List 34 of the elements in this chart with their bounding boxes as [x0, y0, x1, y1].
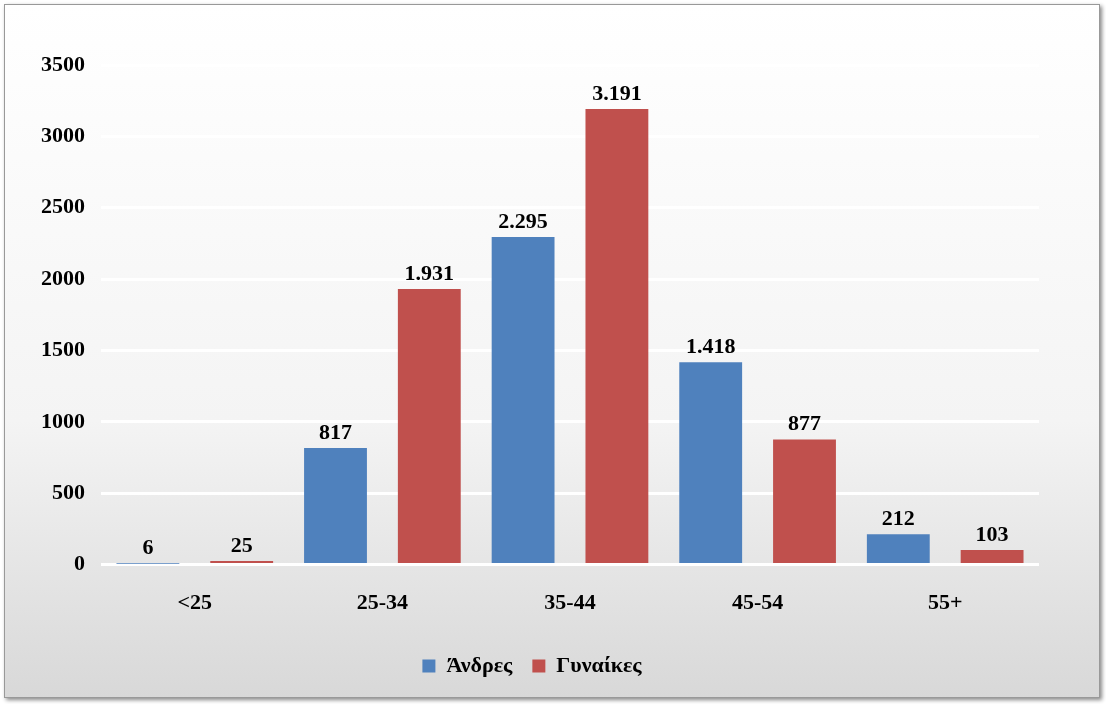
bar: [773, 439, 836, 564]
bar: [585, 109, 649, 564]
y-tick-label: 3500: [41, 50, 85, 76]
bar: [397, 288, 461, 564]
x-tick-label: <25: [177, 589, 213, 615]
legend-label: Γυναίκες: [556, 651, 643, 677]
data-label: 1.418: [685, 332, 736, 358]
data-label: 1.931: [404, 259, 455, 285]
bar: [210, 561, 274, 564]
y-tick-label: 500: [52, 478, 85, 504]
y-tick-label: 3000: [41, 122, 85, 148]
data-label: 2.295: [498, 207, 548, 233]
y-tick-label: 1000: [41, 407, 85, 433]
data-label: 817: [319, 418, 352, 444]
bar: [679, 362, 743, 564]
x-tick-label: 45-54: [731, 589, 784, 615]
y-tick-label: 2500: [41, 193, 85, 219]
data-label: 6: [142, 534, 154, 560]
bar: [866, 534, 930, 564]
y-tick-label: 0: [74, 550, 85, 576]
x-tick-label: 55+: [927, 589, 963, 615]
y-tick-label: 1500: [41, 336, 85, 362]
data-label: 3.191: [592, 79, 642, 105]
data-label: 25: [230, 531, 253, 557]
x-tick-label: 35-44: [544, 589, 596, 615]
legend-label: Άνδρες: [446, 651, 514, 677]
data-label: 212: [881, 505, 915, 531]
bar: [491, 237, 555, 564]
x-tick-label: 25-34: [356, 589, 409, 615]
bar: [304, 447, 367, 564]
data-label: 877: [788, 410, 821, 436]
y-tick-label: 2000: [41, 264, 85, 290]
data-label: 103: [975, 520, 1009, 546]
bar: [960, 549, 1024, 564]
